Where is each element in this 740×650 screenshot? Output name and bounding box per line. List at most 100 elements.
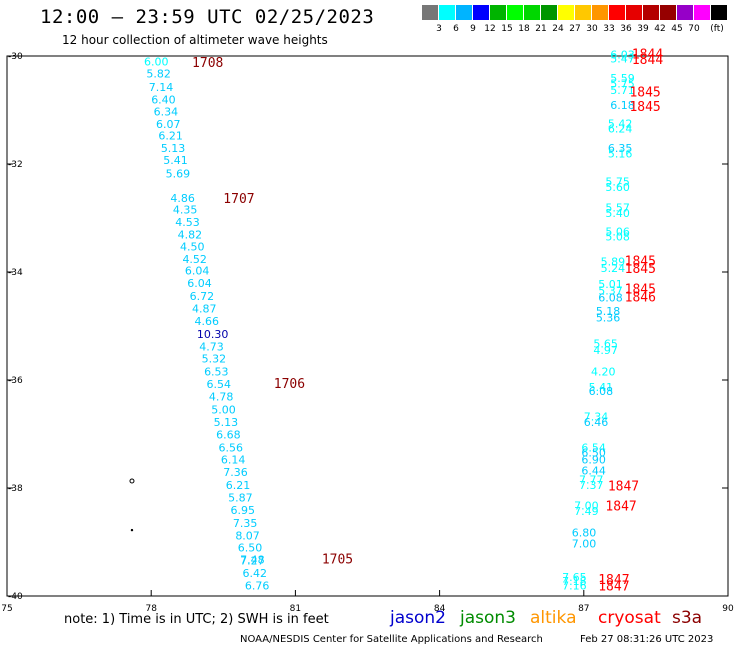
color-scale-label: 12: [484, 24, 496, 34]
color-scale-swatch: [694, 5, 710, 20]
wave-height-reading: 5.24: [601, 262, 626, 275]
color-scale-label: 30: [586, 24, 598, 34]
footnote: note: 1) Time is in UTC; 2) SWH is in fe…: [64, 612, 329, 627]
color-scale-swatch: [643, 5, 659, 20]
color-scale-swatch: [524, 5, 540, 20]
color-scale-swatch: [507, 5, 523, 20]
wave-height-reading: 4.20: [591, 366, 616, 379]
color-scale-label: 39: [637, 24, 649, 34]
wave-height-reading: 7.16: [562, 580, 587, 593]
wave-height-reading: 5.47: [610, 52, 635, 65]
wave-height-reading: 4.53: [175, 216, 200, 229]
color-scale-swatch: [660, 5, 676, 20]
legend-item-s3a: s3a: [672, 608, 703, 628]
pass-time-label: 1845: [625, 262, 656, 277]
wave-height-reading: 7.35: [233, 517, 258, 530]
lat-tick-label: -34: [8, 268, 23, 278]
wave-height-reading: 6.76: [245, 580, 270, 593]
pass-time-label: 1707: [223, 192, 254, 207]
color-scale-swatch: [490, 5, 506, 20]
wave-height-reading: 6.21: [158, 130, 183, 143]
color-scale-swatch: [711, 5, 727, 20]
pass-time-label: 1845: [629, 86, 660, 101]
plot-frame: [6, 55, 729, 597]
wave-height-reading: 6.72: [190, 290, 215, 303]
wave-height-reading: 5.01: [598, 278, 623, 291]
color-scale-label: 15: [501, 24, 513, 34]
wave-height-reading: 6.50: [581, 447, 606, 460]
lat-tick-label: -40: [8, 592, 23, 602]
wave-height-reading: 5.32: [202, 353, 227, 366]
wave-height-reading: 7.34: [584, 411, 609, 424]
wave-height-reading: 6.46: [584, 416, 609, 429]
lon-tick-label: 84: [434, 604, 446, 614]
pass-time-label: 1847: [608, 480, 639, 495]
wave-height-reading: 5.08: [605, 231, 630, 244]
wave-height-reading: 5.42: [608, 117, 633, 130]
pass-time-label: 1844: [632, 48, 663, 63]
wave-height-reading: 6.34: [154, 105, 179, 118]
pass-time-label: 1845: [625, 255, 656, 270]
wave-height-reading: 6.56: [218, 441, 243, 454]
wave-height-reading: 5.13: [214, 416, 239, 429]
wave-height-reading: 4.35: [173, 204, 198, 217]
wave-height-reading: 5.71: [610, 84, 635, 97]
color-scale-swatch: [558, 5, 574, 20]
color-scale-label: (ft): [710, 24, 724, 34]
wave-height-reading: 7.77: [579, 474, 604, 487]
wave-height-reading: 6.03: [610, 49, 635, 62]
wave-height-reading: 6.40: [151, 94, 176, 107]
generated-timestamp: Feb 27 08:31:26 UTC 2023: [580, 634, 714, 645]
lon-tick-label: 81: [290, 604, 301, 614]
location-marker-ring: [129, 478, 135, 484]
wave-height-reading: 5.65: [593, 338, 618, 351]
color-scale-label: 6: [453, 24, 459, 34]
wave-height-reading: 6.95: [231, 504, 256, 517]
wave-height-reading: 6.44: [581, 465, 606, 478]
color-scale-label: 70: [688, 24, 700, 34]
wave-height-reading: 6.21: [226, 479, 251, 492]
color-scale-label: 3: [436, 24, 442, 34]
wave-height-reading: 4.50: [180, 240, 205, 253]
wave-height-reading: 6.50: [238, 542, 263, 555]
wave-height-reading: 4.73: [199, 340, 224, 353]
lat-tick-label: -32: [8, 160, 23, 170]
wave-height-reading: 5.69: [166, 168, 191, 181]
wave-height-reading: 4.82: [178, 229, 203, 242]
wave-height-reading: 5.57: [605, 202, 630, 215]
wave-height-reading: 5.18: [596, 305, 621, 318]
wave-height-reading: 6.90: [581, 454, 606, 467]
wave-height-reading: 5.36: [596, 312, 621, 325]
wave-height-reading: 6.07: [156, 118, 181, 131]
wave-height-reading: 7.49: [574, 505, 599, 518]
wave-height-reading: 5.75: [610, 77, 635, 90]
pass-time-label: 1847: [605, 500, 636, 515]
wave-height-reading: 5.87: [228, 492, 253, 505]
color-scale-swatch: [473, 5, 489, 20]
wave-height-reading: 5.16: [608, 148, 633, 161]
wave-height-reading: 7.36: [223, 466, 248, 479]
wave-height-reading: 5.40: [605, 207, 630, 220]
legend-item-cryosat: cryosat: [598, 608, 661, 628]
pass-time-label: 1708: [192, 56, 223, 71]
wave-height-reading: 4.86: [170, 192, 195, 205]
wave-height-reading: 6.80: [572, 527, 597, 540]
wave-height-reading: 10.30: [197, 328, 229, 341]
wave-height-reading: 5.37: [598, 285, 623, 298]
wave-height-reading: 6.00: [144, 56, 169, 69]
wave-height-reading: 6.04: [187, 277, 212, 290]
color-scale-label: 42: [654, 24, 666, 34]
wave-height-reading: 6.04: [185, 265, 210, 278]
lon-tick-label: 78: [145, 604, 157, 614]
wave-height-reading: 7.48: [240, 554, 265, 567]
wave-height-reading: 7.65: [562, 571, 587, 584]
wave-height-reading: 6.24: [608, 123, 633, 136]
wave-height-reading: 6.08: [589, 385, 614, 398]
color-scale-swatch: [677, 5, 693, 20]
legend-item-jason2: jason2: [390, 608, 446, 628]
wave-height-reading: 4.66: [194, 315, 219, 328]
pass-time-label: 1845: [625, 283, 656, 298]
wave-height-reading: 4.52: [182, 253, 207, 266]
legend-item-altika: altika: [530, 608, 577, 628]
color-scale-label: 18: [518, 24, 530, 34]
